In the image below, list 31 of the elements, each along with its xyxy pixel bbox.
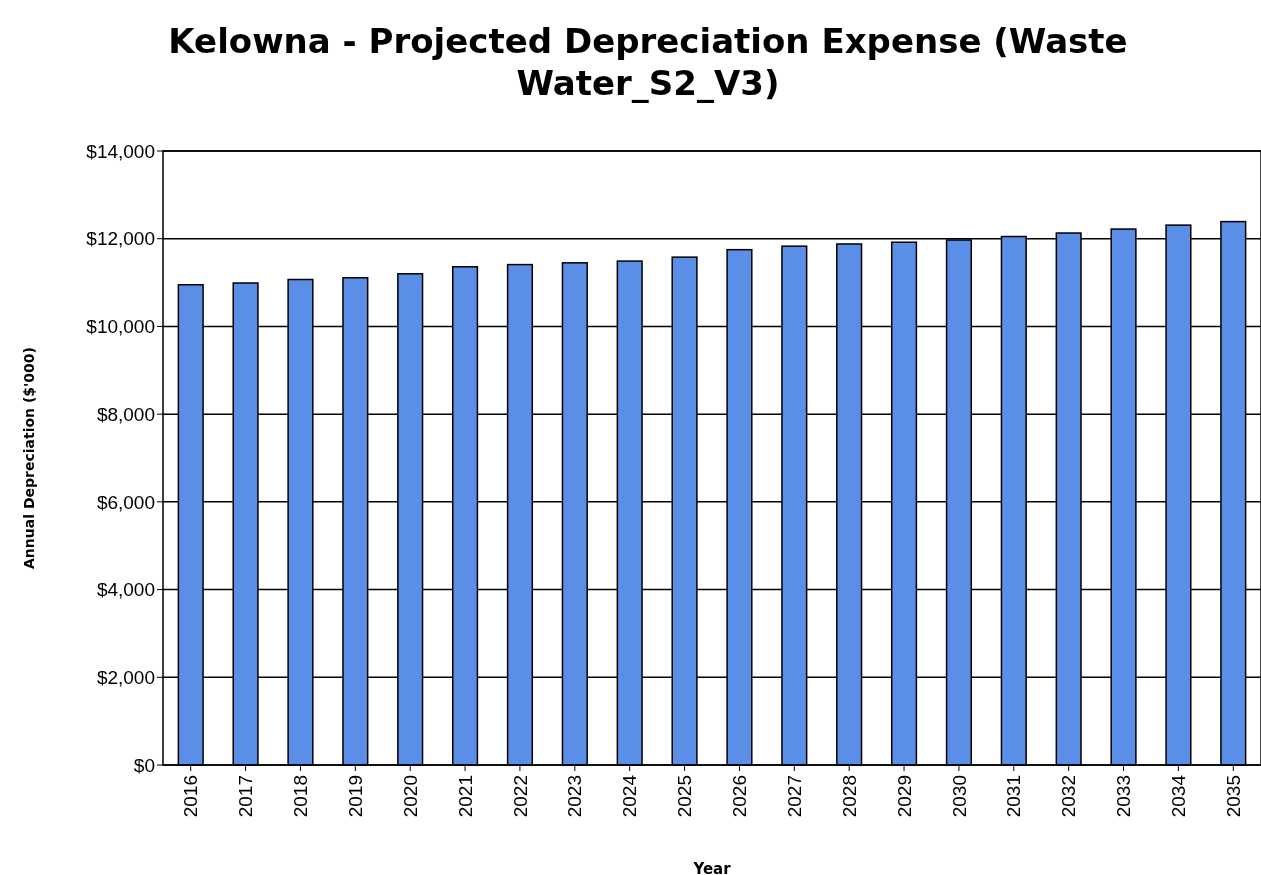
x-tick-label: 2032 [1058, 775, 1080, 818]
x-tick-label: 2022 [509, 775, 531, 818]
y-tick-label: $8,000 [96, 403, 155, 425]
y-tick-label: $4,000 [96, 579, 155, 601]
x-tick-label: 2025 [674, 775, 696, 818]
x-tick-label: 2019 [344, 775, 366, 818]
x-axis-title: Year [692, 860, 732, 875]
y-axis-title: Annual Depreciation ($'000) [21, 347, 37, 569]
x-tick-label: 2017 [235, 775, 257, 818]
x-tick-label: 2027 [783, 775, 805, 818]
x-tick-label: 2026 [729, 775, 751, 818]
x-tick-label: 2034 [1168, 774, 1190, 818]
x-tick-label: 2029 [893, 775, 915, 818]
x-tick-label: 2031 [1003, 775, 1025, 818]
y-tick-label: $2,000 [96, 666, 155, 688]
x-tick-label: 2028 [838, 775, 860, 818]
x-tick-label: 2033 [1113, 775, 1135, 818]
y-tick-label: $12,000 [86, 228, 155, 250]
x-tick-label: 2018 [290, 775, 312, 818]
y-tick-label: $6,000 [96, 491, 155, 513]
y-tick-label: $10,000 [86, 316, 155, 338]
x-tick-label: 2021 [454, 775, 476, 818]
chart-title: Kelowna - Projected Depreciation Expense (Waste Water_S2_V3) [168, 21, 1128, 103]
x-tick-label: 2035 [1222, 775, 1244, 818]
x-tick-label: 2030 [948, 775, 970, 818]
y-tick-label: $0 [133, 754, 155, 776]
x-tick-label: 2023 [564, 775, 586, 818]
x-tick-label: 2024 [619, 774, 641, 818]
y-tick-label: $14,000 [86, 140, 155, 162]
x-tick-label: 2020 [399, 775, 421, 818]
x-tick-label: 2016 [180, 775, 202, 818]
